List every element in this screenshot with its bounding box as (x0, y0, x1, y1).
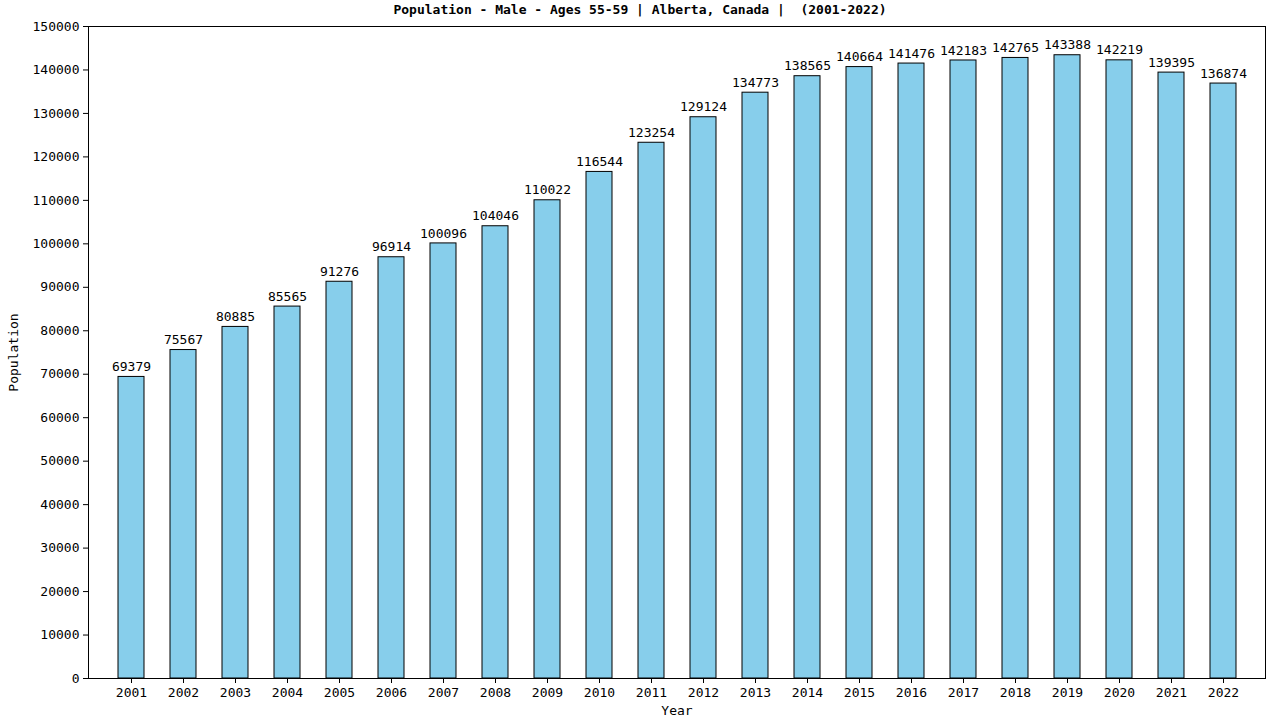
svg-text:2022: 2022 (1208, 685, 1239, 700)
svg-text:110000: 110000 (33, 193, 80, 208)
svg-text:Population: Population (6, 313, 21, 391)
svg-text:139395: 139395 (1148, 55, 1195, 70)
svg-text:60000: 60000 (40, 410, 79, 425)
svg-text:2011: 2011 (636, 685, 667, 700)
svg-text:136874: 136874 (1200, 66, 1247, 81)
svg-text:2008: 2008 (480, 685, 511, 700)
svg-text:90000: 90000 (40, 279, 79, 294)
svg-text:80885: 80885 (216, 309, 255, 324)
svg-text:70000: 70000 (40, 366, 79, 381)
svg-text:75567: 75567 (164, 332, 203, 347)
svg-text:130000: 130000 (33, 106, 80, 121)
svg-text:143388: 143388 (1044, 37, 1091, 52)
svg-text:116544: 116544 (576, 154, 623, 169)
svg-text:10000: 10000 (40, 627, 79, 642)
svg-text:2016: 2016 (896, 685, 927, 700)
svg-text:142183: 142183 (940, 43, 987, 58)
svg-text:138565: 138565 (784, 58, 831, 73)
svg-text:2021: 2021 (1156, 685, 1187, 700)
svg-text:2007: 2007 (428, 685, 459, 700)
svg-text:120000: 120000 (33, 149, 80, 164)
svg-text:91276: 91276 (320, 264, 359, 279)
svg-text:140664: 140664 (836, 49, 883, 64)
svg-text:2014: 2014 (792, 685, 823, 700)
svg-text:80000: 80000 (40, 323, 79, 338)
svg-text:20000: 20000 (40, 584, 79, 599)
svg-text:2018: 2018 (1000, 685, 1031, 700)
svg-text:2012: 2012 (688, 685, 719, 700)
svg-text:142765: 142765 (992, 40, 1039, 55)
svg-text:134773: 134773 (732, 75, 779, 90)
svg-text:85565: 85565 (268, 289, 307, 304)
svg-text:2005: 2005 (324, 685, 355, 700)
svg-text:2009: 2009 (532, 685, 563, 700)
svg-text:2003: 2003 (220, 685, 251, 700)
svg-text:2015: 2015 (844, 685, 875, 700)
svg-text:100096: 100096 (420, 226, 467, 241)
svg-text:2020: 2020 (1104, 685, 1135, 700)
svg-text:2002: 2002 (168, 685, 199, 700)
svg-text:110022: 110022 (524, 182, 571, 197)
svg-text:2013: 2013 (740, 685, 771, 700)
html-text:Population - Male - Ages 55-59: Population - Male - Ages 55-59 | Alberta… (393, 2, 887, 17)
svg-text:141476: 141476 (888, 46, 935, 61)
svg-text:129124: 129124 (680, 99, 727, 114)
svg-text:123254: 123254 (628, 125, 675, 140)
svg-text:30000: 30000 (40, 540, 79, 555)
svg-text:2019: 2019 (1052, 685, 1083, 700)
svg-text:40000: 40000 (40, 497, 79, 512)
svg-text:2004: 2004 (272, 685, 303, 700)
svg-text:2001: 2001 (116, 685, 147, 700)
svg-text:2010: 2010 (584, 685, 615, 700)
svg-text:104046: 104046 (472, 208, 519, 223)
svg-text:69379: 69379 (112, 359, 151, 374)
svg-text:150000: 150000 (33, 20, 80, 34)
svg-text:140000: 140000 (33, 62, 80, 77)
svg-text:2017: 2017 (948, 685, 979, 700)
svg-text:142219: 142219 (1096, 42, 1143, 57)
svg-text:96914: 96914 (372, 239, 411, 254)
svg-text:2006: 2006 (376, 685, 407, 700)
svg-text:0: 0 (72, 671, 80, 686)
svg-text:100000: 100000 (33, 236, 80, 251)
svg-text:50000: 50000 (40, 453, 79, 468)
svg-text:Year: Year (661, 703, 692, 718)
